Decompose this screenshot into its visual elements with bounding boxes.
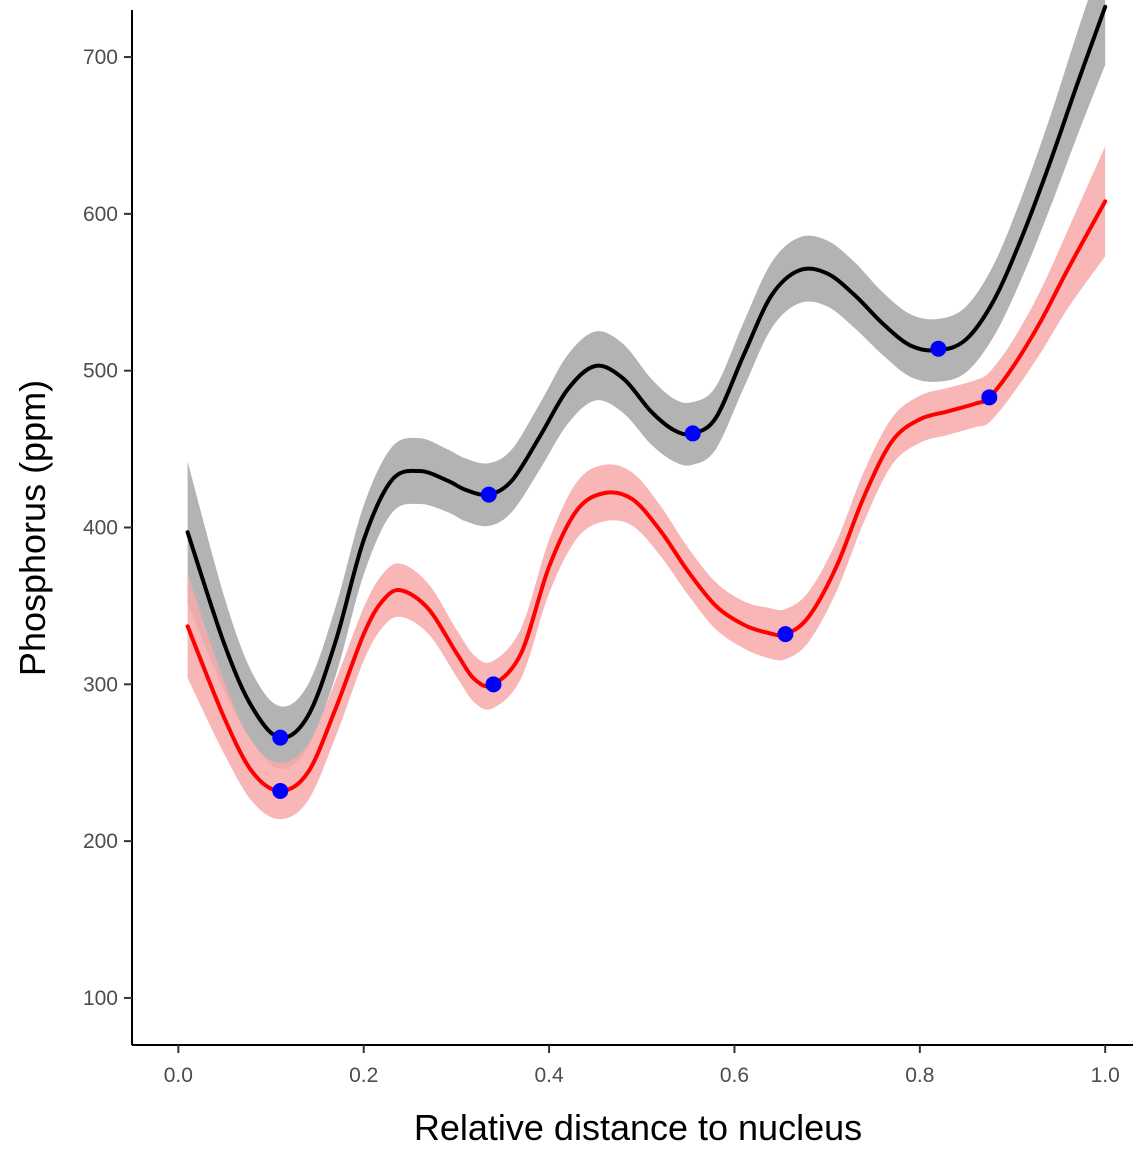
y-tick-label: 700 (83, 46, 118, 69)
y-tick-label: 200 (83, 830, 118, 853)
x-tick-label: 0.4 (534, 1064, 564, 1087)
data-point (930, 340, 947, 357)
data-point (777, 626, 794, 643)
axes (131, 10, 1133, 1046)
data-point (480, 486, 497, 503)
x-tick-label: 0.0 (164, 1064, 193, 1087)
series-line-1 (185, 4, 1108, 740)
data-point (485, 676, 502, 693)
data-point (684, 425, 701, 442)
data-point (981, 389, 998, 406)
y-ticks: 100 200 300 400 500 600 700 (83, 46, 132, 1010)
data-points (272, 340, 998, 799)
y-tick-label: 100 (83, 987, 118, 1010)
y-tick-label: 500 (83, 360, 118, 383)
y-tick-label: 300 (83, 673, 118, 696)
confidence-bands (187, 0, 1106, 820)
x-tick-label: 0.8 (905, 1064, 934, 1087)
series-line-2 (185, 199, 1108, 793)
x-tick-label: 0.2 (349, 1064, 378, 1087)
data-point (272, 729, 289, 746)
x-axis-title: Relative distance to nucleus (414, 1107, 862, 1148)
y-axis-title: Phosphorus (ppm) (12, 380, 53, 676)
confidence-band-1 (187, 0, 1106, 770)
series-lines (185, 4, 1108, 793)
y-tick-label: 400 (83, 517, 118, 540)
y-tick-label: 600 (83, 203, 118, 226)
confidence-band-2 (187, 146, 1106, 820)
x-ticks: 0.0 0.2 0.4 0.6 0.8 1.0 (164, 1045, 1120, 1087)
x-tick-label: 0.6 (720, 1064, 749, 1087)
x-tick-label: 1.0 (1091, 1064, 1120, 1087)
data-point (272, 782, 289, 799)
